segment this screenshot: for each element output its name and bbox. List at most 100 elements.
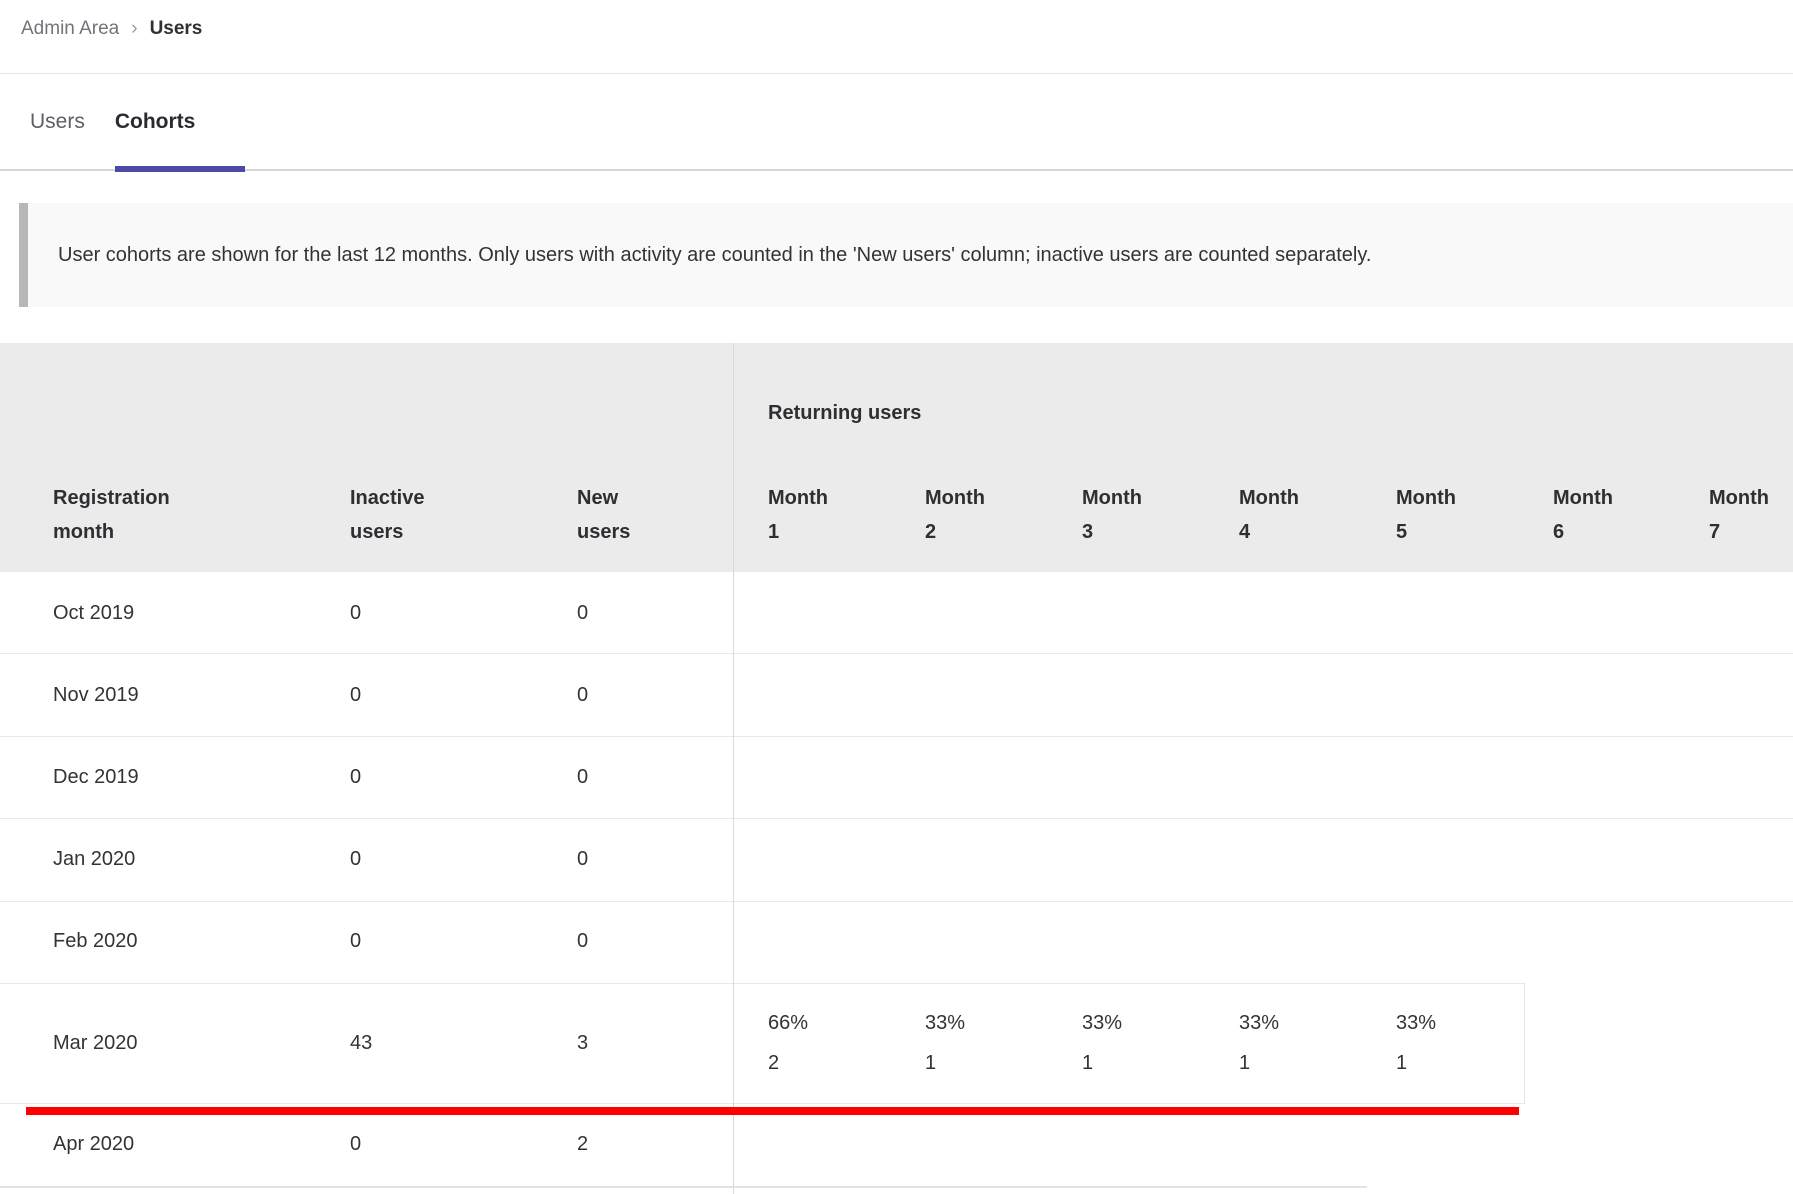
table-row: Mar 2020 43 3 66% 2 33% 1 33% 1 33% 1 33% 1 [0, 982, 1793, 1103]
cohorts-table: Returning users Registration month Inact… [0, 343, 1793, 1185]
row-border [0, 653, 1793, 654]
cell-month-4: 33% 1 [1239, 1011, 1280, 1074]
breadcrumb-separator-icon: › [131, 18, 138, 39]
cell-month-3: 33% 1 [1082, 1011, 1123, 1074]
cell-month-6 [1553, 818, 1709, 900]
cell-month-7 [1709, 900, 1793, 982]
cell-month-6 [1553, 736, 1709, 818]
cell-month-3 [1082, 900, 1239, 982]
table-body: Oct 2019 0 0 Nov 2019 0 0 Dec 2019 0 0 Jan 2020 0 0… [0, 572, 1793, 1185]
cell-month-1 [733, 736, 925, 818]
banner-left-accent-bar [19, 203, 28, 307]
cell-registration-month: Mar 2020 [53, 1031, 138, 1054]
col-header-new-users: New users [577, 425, 733, 572]
cell-month-2 [925, 818, 1082, 900]
col-header-month-6: Month 6 [1553, 425, 1709, 572]
cell-month-7 [1709, 1103, 1793, 1185]
col-header-month-4: Month 4 [1239, 425, 1396, 572]
col-header-month-3: Month 3 [1082, 425, 1239, 572]
cell-month-4 [1239, 654, 1396, 736]
cell-month-5 [1396, 736, 1553, 818]
table-row: Apr 2020 0 2 [0, 1103, 1793, 1185]
cell-month-4 [1239, 736, 1396, 818]
cell-inactive-users: 0 [350, 848, 362, 870]
cell-month-3 [1082, 1103, 1239, 1185]
cell-month-4 [1239, 1103, 1396, 1185]
cell-new-users: 0 [577, 930, 589, 952]
cell-inactive-users: 0 [350, 930, 362, 952]
col-header-month-2: Month 2 [925, 425, 1082, 572]
cell-month-6 [1553, 900, 1709, 982]
cell-month-5 [1396, 818, 1553, 900]
cell-month-2 [925, 1103, 1082, 1185]
cell-month-6 [1553, 982, 1709, 1103]
cell-month-7 [1709, 572, 1793, 654]
column-divider [733, 343, 734, 1194]
cell-month-2 [925, 654, 1082, 736]
cell-month-3 [1082, 572, 1239, 654]
cell-month-1 [733, 818, 925, 900]
cell-month-2 [925, 900, 1082, 982]
col-header-month-1: Month 1 [733, 425, 925, 572]
tab-cohorts[interactable]: Cohorts [114, 73, 246, 172]
cell-month-6 [1553, 654, 1709, 736]
cell-month-4 [1239, 572, 1396, 654]
cell-month-1 [733, 900, 925, 982]
col-header-month-5: Month 5 [1396, 425, 1553, 572]
cell-month-1: 66% 2 [768, 1011, 809, 1074]
group-header-returning-users: Returning users [733, 343, 1793, 425]
cell-month-6 [1553, 572, 1709, 654]
table-row: Feb 2020 0 0 [0, 900, 1793, 982]
breadcrumb: Admin Area › Users [0, 0, 1793, 74]
col-header-registration-month: Registration month [0, 425, 350, 572]
row-border [0, 818, 1793, 819]
cohorts-table-wrap: Returning users Registration month Inact… [0, 343, 1793, 1185]
cell-new-users: 0 [577, 848, 589, 870]
cell-registration-month: Apr 2020 [53, 1133, 135, 1155]
cell-registration-month: Jan 2020 [53, 848, 136, 870]
cell-month-2 [925, 572, 1082, 654]
column-header-row: Registration month Inactive users New us… [0, 425, 1793, 572]
row-border-below-mar [0, 1103, 1525, 1104]
banner-text: User cohorts are shown for the last 12 m… [58, 243, 1372, 266]
table-row: Jan 2020 0 0 [0, 818, 1793, 900]
cell-inactive-users: 0 [350, 1133, 362, 1155]
group-header-row: Returning users [0, 343, 1793, 425]
annotation-red-underline [26, 1107, 1519, 1115]
cell-month-6 [1553, 1103, 1709, 1185]
cell-month-5 [1396, 572, 1553, 654]
cell-month-7 [1709, 654, 1793, 736]
cell-new-users: 0 [577, 684, 589, 706]
row-border-below-apr [0, 1186, 1367, 1188]
cell-month-4 [1239, 818, 1396, 900]
cell-new-users: 0 [577, 766, 589, 788]
cell-month-3 [1082, 818, 1239, 900]
col-header-month-7: Month 7 [1709, 425, 1793, 572]
table-row: Dec 2019 0 0 [0, 736, 1793, 818]
table-row: Nov 2019 0 0 [0, 654, 1793, 736]
row-border-above-mar [0, 983, 1525, 984]
cell-month-3 [1082, 736, 1239, 818]
cell-inactive-users: 0 [350, 766, 362, 788]
cohorts-info-banner: User cohorts are shown for the last 12 m… [19, 203, 1793, 307]
row-border [0, 736, 1793, 737]
cell-month-1 [733, 572, 925, 654]
cell-month-4 [1239, 900, 1396, 982]
cell-registration-month: Oct 2019 [53, 602, 135, 624]
tabs-bar: Users Cohorts [0, 73, 1793, 172]
cell-month-5: 33% 1 [1396, 1011, 1437, 1074]
cell-new-users: 3 [577, 1031, 589, 1054]
cell-new-users: 2 [577, 1133, 589, 1155]
breadcrumb-item-admin-area[interactable]: Admin Area [21, 18, 120, 39]
cell-month-5 [1396, 900, 1553, 982]
cell-month-2: 33% 1 [925, 1011, 966, 1074]
cell-inactive-users: 0 [350, 602, 362, 624]
cell-registration-month: Feb 2020 [53, 930, 138, 952]
cell-month-5 [1396, 1103, 1553, 1185]
table-header: Returning users Registration month Inact… [0, 343, 1793, 572]
cell-registration-month: Nov 2019 [53, 684, 139, 706]
breadcrumb-item-users: Users [149, 18, 203, 39]
cell-month-1 [733, 654, 925, 736]
tab-users[interactable]: Users [30, 109, 85, 133]
cell-month-1 [733, 1103, 925, 1185]
